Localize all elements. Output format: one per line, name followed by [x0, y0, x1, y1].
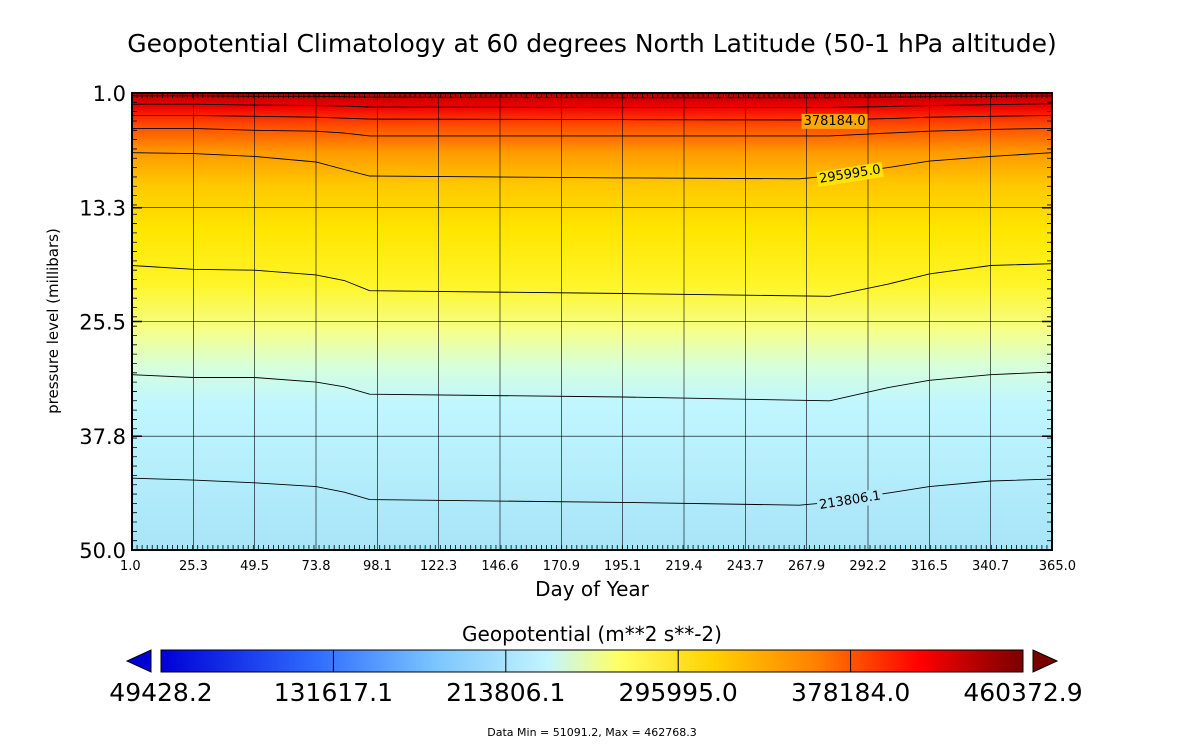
- x-tick-label-6: 146.6: [481, 559, 518, 574]
- x-axis-label: Day of Year: [535, 577, 650, 601]
- x-tick-label-1: 25.3: [179, 559, 208, 574]
- colorbar-label-0: 49428.2: [109, 678, 212, 707]
- colorbar-label-2: 213806.1: [446, 678, 565, 707]
- colorbar-label-5: 460372.9: [963, 678, 1082, 707]
- contour-label-bg-2: [801, 113, 868, 129]
- contour-label-group-2: 378184.0: [801, 113, 868, 129]
- y-tick-label-2: 25.5: [79, 311, 126, 335]
- contour-line-1: [132, 103, 1053, 108]
- contour-line-3: [132, 127, 1053, 137]
- x-tick-label-11: 267.9: [788, 559, 825, 574]
- colorbar-title: Geopotential (m**2 s**-2): [462, 622, 722, 646]
- y-axis-label: pressure level (millibars): [44, 228, 62, 414]
- y-tick-label-3: 37.8: [79, 425, 126, 449]
- x-tick-label-9: 219.4: [665, 559, 702, 574]
- contour-line-5: [131, 263, 1053, 297]
- y-tick-labels: 1.0 13.3 25.5 37.8 50.0: [79, 82, 126, 563]
- x-tick-label-8: 195.1: [604, 559, 641, 574]
- contour-line-6: [131, 371, 1053, 402]
- x-tick-label-2: 49.5: [240, 559, 269, 574]
- x-tick-label-15: 365.0: [1039, 559, 1076, 574]
- grid-lines: [131, 92, 1053, 551]
- x-tick-labels: 1.0 25.3 49.5 73.8 98.1 122.3 146.6 170.9 195.1 2…: [120, 559, 1076, 574]
- x-tick-label-13: 316.5: [911, 559, 948, 574]
- x-tick-label-12: 292.2: [849, 559, 886, 574]
- x-tick-label-0: 1.0: [120, 559, 141, 574]
- x-tick-label-7: 170.9: [543, 559, 580, 574]
- data-range-footer: Data Min = 51091.2, Max = 462768.3: [487, 726, 696, 739]
- colorbar-low-arrow: [125, 649, 152, 673]
- contour-label-bg-7: [816, 488, 884, 514]
- y-tick-label-4: 50.0: [79, 539, 126, 563]
- x-tick-label-14: 340.7: [972, 559, 1009, 574]
- contour-line-4: [131, 152, 1053, 180]
- contour-line-2: [132, 114, 1053, 121]
- colorbar: [160, 649, 1024, 673]
- colorbar-label-4: 378184.0: [791, 678, 910, 707]
- colorbar-high-arrow: [1032, 649, 1059, 673]
- chart-title: Geopotential Climatology at 60 degrees N…: [127, 29, 1056, 58]
- colorbar-label-3: 295995.0: [619, 678, 738, 707]
- x-tick-label-3: 73.8: [302, 559, 331, 574]
- contour-label-2: 378184.0: [804, 114, 866, 129]
- contour-line-7: [131, 477, 1053, 506]
- plot-frame: [131, 92, 1053, 551]
- x-tick-label-5: 122.3: [420, 559, 457, 574]
- x-tick-label-10: 243.7: [727, 559, 764, 574]
- colorbar-ticks: [160, 650, 1024, 672]
- y-tick-label-0: 1.0: [93, 82, 126, 106]
- y-tick-label-1: 13.3: [79, 197, 126, 221]
- colorbar-label-1: 131617.1: [274, 678, 393, 707]
- x-tick-label-4: 98.1: [363, 559, 392, 574]
- colorbar-tick-labels: 49428.2 131617.1 213806.1 295995.0 378184.0 4…: [109, 678, 1082, 707]
- contour-label-bg-4: [816, 162, 884, 188]
